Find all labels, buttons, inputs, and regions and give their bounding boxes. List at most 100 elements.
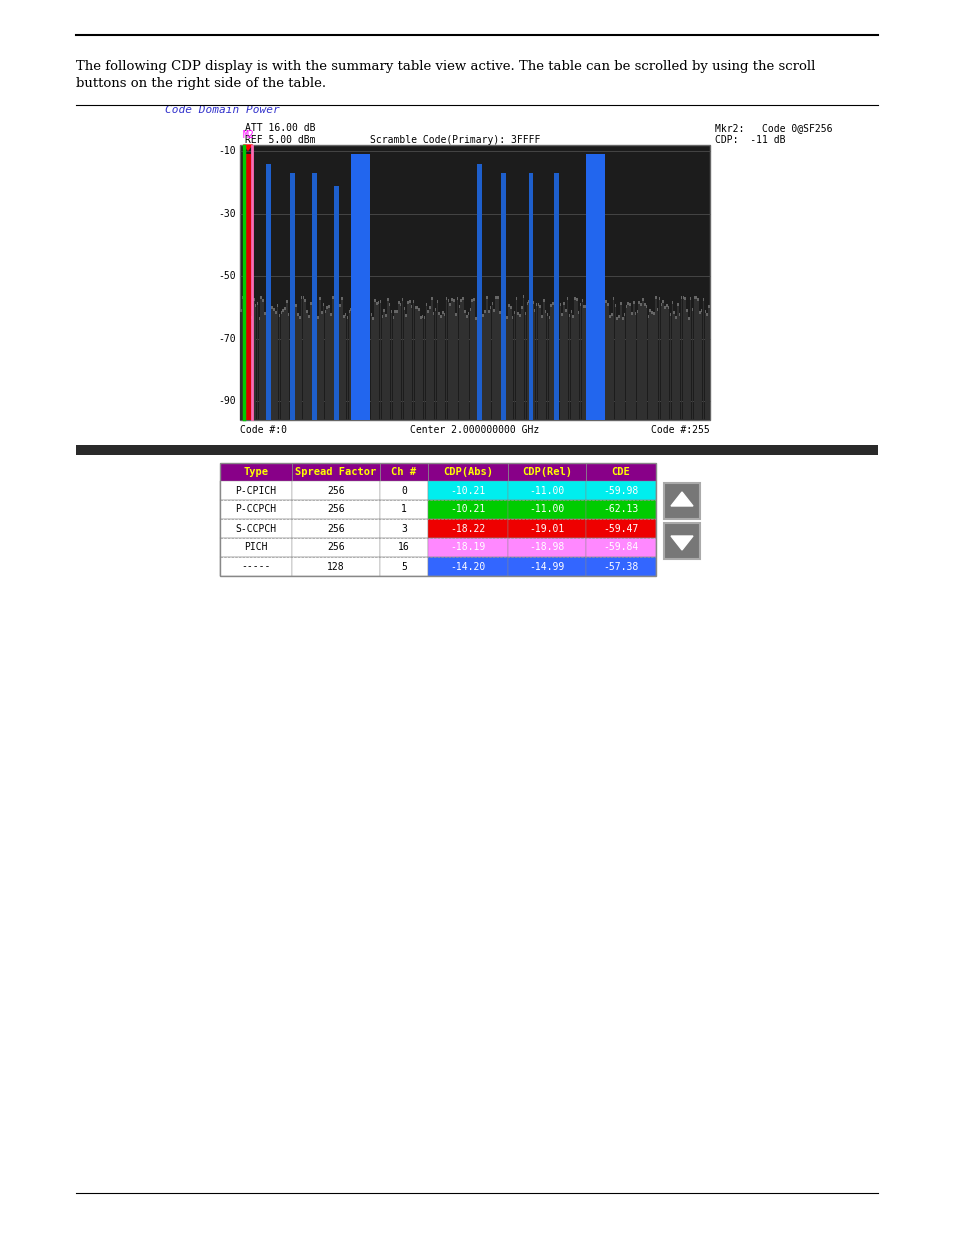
- Bar: [542, 299, 544, 301]
- Text: -90: -90: [218, 396, 235, 406]
- Bar: [431, 298, 433, 300]
- Bar: [585, 557, 656, 576]
- Bar: [460, 303, 461, 420]
- Bar: [663, 306, 665, 309]
- Bar: [246, 304, 247, 308]
- Bar: [292, 519, 379, 538]
- Bar: [568, 314, 570, 317]
- Bar: [379, 500, 428, 519]
- Bar: [249, 314, 251, 316]
- Bar: [220, 463, 292, 480]
- Bar: [282, 312, 284, 420]
- Bar: [506, 319, 507, 420]
- Bar: [319, 300, 320, 420]
- Bar: [407, 304, 409, 420]
- Bar: [691, 311, 693, 420]
- Bar: [663, 483, 700, 519]
- Bar: [264, 315, 265, 420]
- Bar: [458, 305, 459, 309]
- Bar: [510, 309, 511, 420]
- Bar: [433, 311, 434, 315]
- Bar: [576, 298, 577, 301]
- Bar: [661, 303, 663, 420]
- Bar: [702, 301, 703, 420]
- Text: 0: 0: [400, 485, 407, 495]
- Bar: [512, 316, 513, 319]
- Bar: [443, 316, 445, 420]
- Bar: [475, 320, 476, 420]
- Bar: [532, 304, 533, 420]
- Bar: [544, 310, 546, 312]
- Bar: [572, 315, 574, 317]
- Polygon shape: [670, 536, 692, 550]
- Bar: [653, 315, 654, 420]
- Bar: [568, 317, 570, 420]
- Bar: [312, 173, 316, 420]
- Bar: [554, 320, 555, 420]
- Bar: [588, 315, 590, 317]
- Bar: [415, 306, 416, 309]
- Bar: [392, 319, 394, 420]
- Bar: [649, 312, 650, 420]
- Bar: [292, 500, 379, 519]
- Bar: [497, 296, 498, 299]
- Bar: [651, 314, 652, 420]
- Bar: [339, 308, 340, 420]
- Bar: [251, 316, 253, 319]
- Bar: [552, 303, 553, 305]
- Bar: [322, 305, 324, 420]
- Bar: [449, 306, 451, 420]
- Text: -18.19: -18.19: [450, 542, 485, 552]
- Bar: [655, 299, 656, 420]
- Bar: [379, 303, 381, 420]
- Bar: [562, 301, 564, 305]
- Bar: [372, 320, 374, 420]
- Bar: [520, 309, 522, 420]
- Bar: [612, 300, 614, 420]
- Bar: [334, 303, 335, 420]
- Bar: [576, 301, 577, 420]
- Bar: [634, 311, 636, 315]
- Bar: [359, 308, 360, 420]
- Bar: [391, 312, 392, 420]
- Bar: [699, 314, 700, 420]
- Bar: [302, 299, 304, 420]
- Bar: [392, 316, 394, 319]
- Bar: [379, 538, 428, 557]
- Bar: [707, 305, 709, 308]
- Bar: [429, 306, 431, 309]
- Text: 256: 256: [327, 542, 344, 552]
- Bar: [524, 311, 526, 315]
- Bar: [439, 319, 441, 420]
- Bar: [528, 304, 529, 420]
- Bar: [488, 312, 489, 420]
- Text: The following CDP display is with the summary table view active. The table can b: The following CDP display is with the su…: [76, 61, 815, 73]
- Bar: [515, 298, 517, 300]
- Bar: [532, 301, 533, 304]
- Text: Mkr2:   Code 0@SF256: Mkr2: Code 0@SF256: [714, 124, 832, 133]
- Bar: [491, 301, 493, 305]
- Bar: [455, 312, 456, 316]
- Bar: [244, 304, 245, 420]
- Bar: [663, 522, 700, 559]
- Bar: [240, 144, 709, 420]
- Bar: [383, 309, 384, 312]
- Text: 5: 5: [400, 562, 407, 572]
- Bar: [629, 306, 630, 420]
- Bar: [355, 312, 357, 420]
- Bar: [507, 500, 585, 519]
- Bar: [436, 304, 437, 420]
- Bar: [675, 316, 676, 320]
- Bar: [506, 316, 507, 319]
- Bar: [536, 303, 537, 306]
- Bar: [566, 296, 568, 300]
- Bar: [465, 315, 467, 317]
- Bar: [286, 303, 288, 420]
- Bar: [242, 296, 243, 299]
- Bar: [478, 308, 480, 311]
- Bar: [673, 314, 674, 420]
- Bar: [538, 309, 540, 420]
- Bar: [639, 306, 641, 420]
- Bar: [389, 304, 390, 306]
- Bar: [657, 309, 658, 311]
